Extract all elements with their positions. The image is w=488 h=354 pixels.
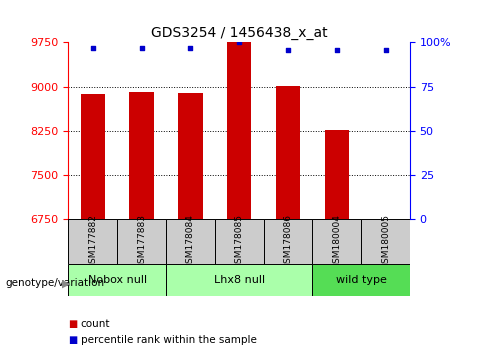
Bar — [361, 219, 410, 264]
Point — [89, 45, 97, 51]
Bar — [129, 92, 154, 219]
Bar — [178, 93, 203, 219]
Bar — [68, 219, 117, 264]
Text: GSM178084: GSM178084 — [186, 214, 195, 269]
Text: ■: ■ — [68, 319, 78, 329]
Bar — [373, 219, 398, 221]
Text: GSM180004: GSM180004 — [332, 214, 341, 269]
Bar — [325, 130, 349, 219]
Bar — [166, 219, 215, 264]
Text: Lhx8 null: Lhx8 null — [214, 275, 264, 285]
Point — [333, 47, 341, 52]
Point — [382, 47, 389, 52]
Text: wild type: wild type — [336, 275, 386, 285]
Bar — [166, 264, 312, 296]
Bar — [227, 42, 251, 219]
Point — [284, 47, 292, 52]
Point — [235, 40, 243, 45]
Bar — [264, 219, 312, 264]
Title: GDS3254 / 1456438_x_at: GDS3254 / 1456438_x_at — [151, 26, 327, 40]
Text: genotype/variation: genotype/variation — [5, 278, 104, 288]
Text: GSM177882: GSM177882 — [88, 214, 97, 269]
Text: GSM177883: GSM177883 — [137, 214, 146, 269]
Bar — [312, 219, 361, 264]
Text: GSM178086: GSM178086 — [284, 214, 292, 269]
Text: Nobox null: Nobox null — [87, 275, 147, 285]
Text: GSM178085: GSM178085 — [235, 214, 244, 269]
Bar — [117, 219, 166, 264]
Bar — [81, 95, 105, 219]
Bar — [312, 264, 410, 296]
Text: percentile rank within the sample: percentile rank within the sample — [81, 335, 256, 345]
Text: count: count — [81, 319, 110, 329]
Point — [138, 45, 145, 51]
Text: GSM180005: GSM180005 — [381, 214, 390, 269]
Bar — [215, 219, 264, 264]
Bar — [276, 86, 300, 219]
Text: ■: ■ — [68, 335, 78, 345]
Bar — [68, 264, 166, 296]
Text: ▶: ▶ — [62, 278, 70, 288]
Point — [186, 45, 194, 51]
